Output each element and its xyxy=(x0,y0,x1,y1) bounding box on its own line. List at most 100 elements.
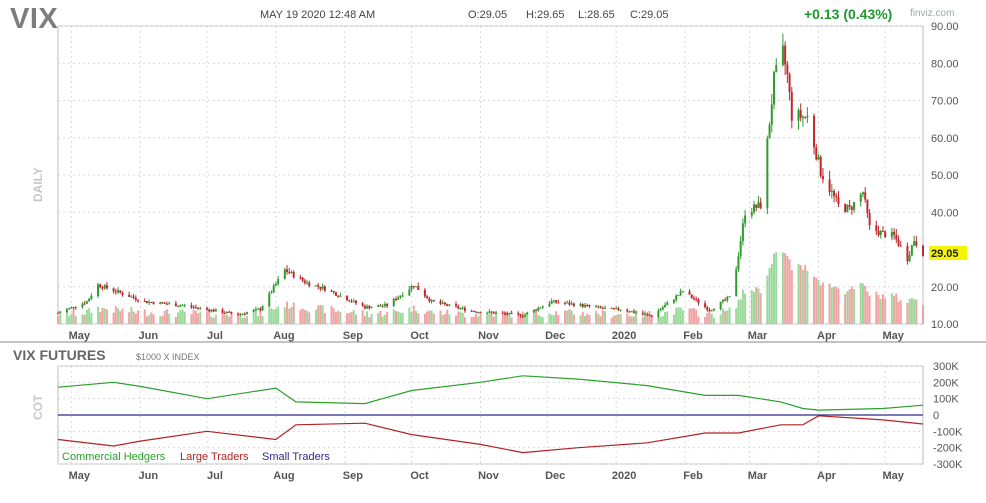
volume-bar xyxy=(446,309,449,324)
volume-bar xyxy=(501,312,504,324)
volume-bar xyxy=(137,310,140,324)
volume-bar xyxy=(117,308,120,324)
candle-up xyxy=(908,255,911,262)
volume-bar xyxy=(859,282,862,324)
candle-up xyxy=(415,286,418,288)
candlesticks xyxy=(57,33,924,319)
candle-down xyxy=(804,116,807,118)
candle-down xyxy=(190,305,193,308)
candle-down xyxy=(228,311,231,313)
volume-bar xyxy=(212,317,215,324)
candle-up xyxy=(801,116,804,118)
volume-bar xyxy=(448,314,451,324)
candle-down xyxy=(132,296,135,298)
candle-up xyxy=(541,306,544,308)
volume-bar xyxy=(70,313,73,324)
candle-down xyxy=(877,231,880,235)
candle-up xyxy=(773,72,776,105)
volume-bar xyxy=(348,312,351,324)
x-tick-label: Feb xyxy=(683,330,703,342)
volume-bar xyxy=(334,312,337,324)
candle-up xyxy=(726,297,729,301)
candle-up xyxy=(381,305,384,307)
finviz-logo[interactable]: finviz.com xyxy=(910,8,954,19)
candle-up xyxy=(370,307,373,309)
candle-up xyxy=(488,311,491,313)
candle-up xyxy=(254,309,257,311)
volume-bar xyxy=(757,288,760,324)
candle-up xyxy=(272,285,275,293)
volume-bar xyxy=(572,314,575,324)
candle-up xyxy=(806,115,809,118)
candle-up xyxy=(548,303,551,307)
volume-bar xyxy=(461,312,464,324)
volume-bar xyxy=(259,310,262,324)
candle-down xyxy=(535,309,538,311)
candle-down xyxy=(555,300,558,303)
volume-bar xyxy=(539,316,542,324)
volume-bar xyxy=(292,302,295,324)
volume-bar xyxy=(586,313,589,324)
volume-bar xyxy=(550,314,553,324)
candle-down xyxy=(443,302,446,305)
volume-bar xyxy=(526,311,529,324)
candle-up xyxy=(741,223,744,242)
volume-bar xyxy=(386,311,389,324)
candle-up xyxy=(103,285,106,289)
volume-bar xyxy=(412,305,415,324)
open-label: O:29.05 xyxy=(468,9,508,21)
volume-bar xyxy=(726,310,729,324)
volume-bar xyxy=(101,307,104,324)
volume-bar xyxy=(177,312,180,324)
volume-bar xyxy=(604,311,607,324)
candle-down xyxy=(101,287,104,289)
candle-down xyxy=(348,300,351,302)
volume-bar xyxy=(150,312,153,324)
volume-bar xyxy=(666,311,669,324)
candle-down xyxy=(150,301,153,303)
candle-down xyxy=(479,312,482,314)
candle-up xyxy=(797,110,800,121)
volume-bar xyxy=(432,313,435,324)
volume-bar xyxy=(301,308,304,324)
volume-bar xyxy=(788,259,791,324)
candle-down xyxy=(844,204,847,212)
volume-bar xyxy=(97,306,100,324)
candle-up xyxy=(552,300,555,302)
volume-bar xyxy=(145,316,148,324)
volume-bar xyxy=(581,311,584,324)
candle-down xyxy=(208,309,211,312)
candle-down xyxy=(833,190,836,196)
candle-down xyxy=(165,303,168,305)
volume-bar xyxy=(363,316,366,324)
candle-up xyxy=(753,204,756,213)
candle-up xyxy=(321,286,324,289)
candle-down xyxy=(363,305,366,309)
volume-bar xyxy=(626,313,629,324)
x-tick-label: Apr xyxy=(817,330,837,342)
volume-bar xyxy=(254,310,257,324)
candle-down xyxy=(868,213,871,226)
candle-down xyxy=(695,299,698,301)
candle-down xyxy=(361,303,364,306)
candle-up xyxy=(675,295,678,300)
candle-down xyxy=(563,302,566,304)
candle-up xyxy=(770,104,773,125)
candle-down xyxy=(379,305,382,307)
candle-down xyxy=(412,285,415,287)
volume-bar xyxy=(750,290,753,324)
candle-up xyxy=(766,138,769,209)
candle-up xyxy=(252,310,255,313)
volume-bar xyxy=(503,312,506,324)
volume-bar xyxy=(103,308,106,324)
volume-bar xyxy=(537,314,540,324)
volume-bar xyxy=(383,314,386,324)
candle-up xyxy=(630,311,633,313)
volume-bar xyxy=(143,309,146,324)
candle-down xyxy=(394,298,397,300)
candle-down xyxy=(610,307,613,309)
candle-down xyxy=(632,311,635,313)
volume-bar xyxy=(819,285,822,324)
candle-down xyxy=(237,313,240,316)
candle-up xyxy=(210,309,213,312)
